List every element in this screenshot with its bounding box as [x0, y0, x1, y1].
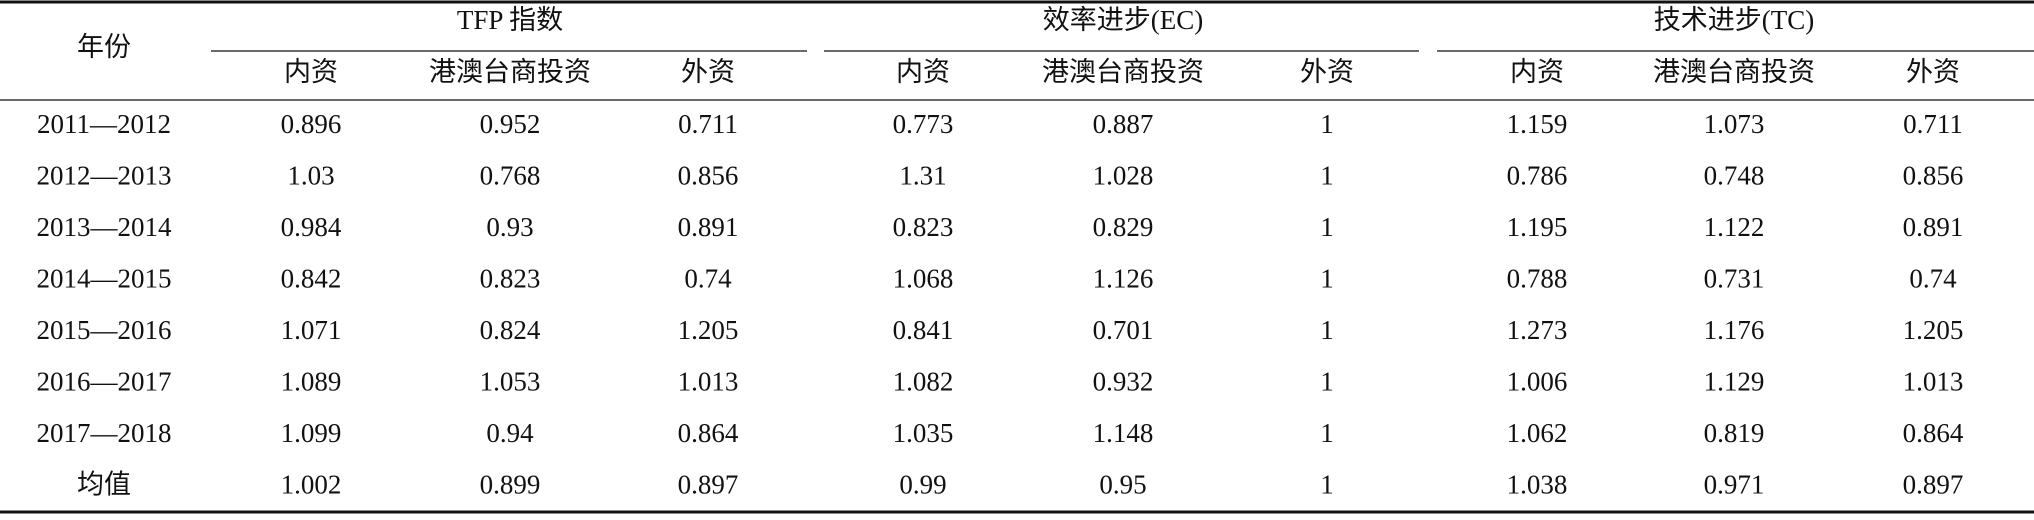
cell: 0.887: [1093, 109, 1154, 139]
cell: 1.035: [893, 418, 954, 448]
cell: 0.952: [480, 109, 541, 139]
cell: 0.899: [480, 470, 541, 500]
cell: 1.053: [480, 367, 541, 397]
cell: 0.99: [899, 470, 946, 500]
group-header: 技术进步(TC): [1654, 5, 1814, 35]
cell: 0.984: [281, 212, 342, 242]
cell: 1: [1320, 161, 1334, 191]
cell: 0.823: [893, 212, 954, 242]
cell: 0.701: [1093, 315, 1154, 345]
column-header: 内资: [1510, 57, 1564, 87]
cell: 0.842: [281, 264, 342, 294]
cell: 0.711: [1903, 109, 1963, 139]
cell: 1.073: [1704, 109, 1765, 139]
row-label: 均值: [77, 470, 131, 500]
cell: 1.31: [899, 161, 946, 191]
cell: 0.711: [678, 109, 738, 139]
cell: 0.74: [684, 264, 732, 294]
cell: 0.864: [678, 418, 739, 448]
cell: 0.829: [1093, 212, 1154, 242]
row-label: 2015—2016: [37, 315, 172, 345]
cell: 1.013: [678, 367, 739, 397]
cell: 0.891: [678, 212, 739, 242]
cell: 1.176: [1704, 315, 1765, 345]
cell: 1.205: [678, 315, 739, 345]
cell: 1.071: [281, 315, 342, 345]
cell: 0.788: [1507, 264, 1568, 294]
cell: 1.129: [1704, 367, 1765, 397]
cell: 1: [1320, 367, 1334, 397]
cell: 0.856: [678, 161, 739, 191]
cell: 0.864: [1903, 418, 1964, 448]
cell: 1.03: [287, 161, 334, 191]
cell: 1: [1320, 315, 1334, 345]
cell: 0.932: [1093, 367, 1154, 397]
cell: 0.74: [1909, 264, 1957, 294]
column-header: 外资: [1300, 57, 1354, 87]
cell: 0.786: [1507, 161, 1568, 191]
cell: 0.773: [893, 109, 954, 139]
cell: 1.068: [893, 264, 954, 294]
row-label: 2016—2017: [37, 367, 172, 397]
cell: 1.159: [1507, 109, 1568, 139]
cell: 0.93: [486, 212, 533, 242]
cell: 1: [1320, 264, 1334, 294]
cell: 1.062: [1507, 418, 1568, 448]
cell: 0.823: [480, 264, 541, 294]
column-header: 港澳台商投资: [1042, 57, 1204, 87]
cell: 1.148: [1093, 418, 1154, 448]
cell: 1.099: [281, 418, 342, 448]
cell: 0.891: [1903, 212, 1964, 242]
cell: 0.768: [480, 161, 541, 191]
column-header: 内资: [896, 57, 950, 87]
cell: 1.273: [1507, 315, 1568, 345]
cell: 0.897: [678, 470, 739, 500]
column-header: 外资: [1906, 57, 1960, 87]
cell: 0.819: [1704, 418, 1765, 448]
row-label: 2011—2012: [37, 109, 171, 139]
cell: 1: [1320, 212, 1334, 242]
cell: 1.013: [1903, 367, 1964, 397]
column-header: 港澳台商投资: [1653, 57, 1815, 87]
cell: 1.195: [1507, 212, 1568, 242]
cell: 0.971: [1704, 470, 1765, 500]
column-header: 外资: [681, 57, 735, 87]
cell: 1: [1320, 109, 1334, 139]
cell: 0.841: [893, 315, 954, 345]
cell: 0.731: [1704, 264, 1765, 294]
group-header: TFP 指数: [457, 5, 563, 35]
cell: 1.028: [1093, 161, 1154, 191]
cell: 0.856: [1903, 161, 1964, 191]
cell: 0.824: [480, 315, 541, 345]
column-header: 港澳台商投资: [429, 57, 591, 87]
row-label: 2013—2014: [37, 212, 173, 242]
cell: 1.082: [893, 367, 954, 397]
cell: 1.126: [1093, 264, 1154, 294]
row-label: 2014—2015: [37, 264, 172, 294]
cell: 1.002: [281, 470, 342, 500]
cell: 1: [1320, 470, 1334, 500]
row-label: 2012—2013: [37, 161, 172, 191]
cell: 0.95: [1099, 470, 1146, 500]
cell: 1.006: [1507, 367, 1568, 397]
cell: 0.896: [281, 109, 342, 139]
cell: 1.038: [1507, 470, 1568, 500]
column-header: 内资: [284, 57, 338, 87]
cell: 0.748: [1704, 161, 1765, 191]
group-header: 效率进步(EC): [1043, 5, 1203, 35]
year-header: 年份: [77, 32, 131, 62]
cell: 1.089: [281, 367, 342, 397]
cell: 0.897: [1903, 470, 1964, 500]
cell: 1: [1320, 418, 1334, 448]
cell: 1.122: [1704, 212, 1765, 242]
cell: 0.94: [486, 418, 534, 448]
row-label: 2017—2018: [37, 418, 172, 448]
cell: 1.205: [1903, 315, 1964, 345]
